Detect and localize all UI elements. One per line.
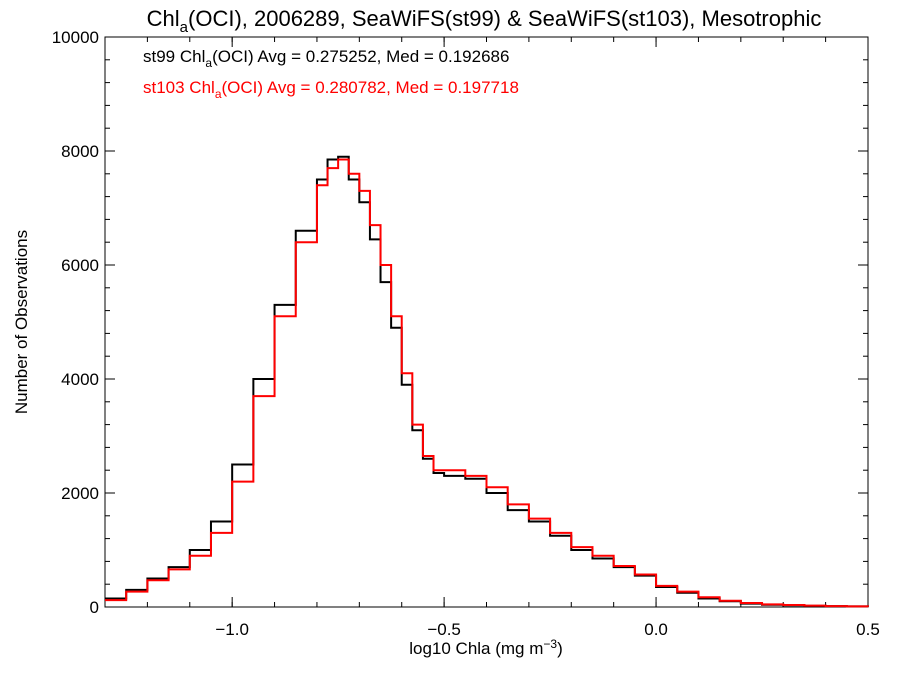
y-tick-label: 2000 <box>61 484 99 503</box>
y-tick-label: 0 <box>90 598 99 617</box>
x-tick-label: 0.5 <box>856 620 880 639</box>
legend-st99: st99 Chla(OCI) Avg = 0.275252, Med = 0.1… <box>143 47 509 70</box>
chart-title: Chla(OCI), 2006289, SeaWiFS(st99) & SeaW… <box>147 6 822 36</box>
x-axis: −1.0 −0.5 0.0 0.5 <box>104 37 880 639</box>
y-axis: 0 2000 4000 6000 8000 10000 <box>52 28 868 617</box>
series-layer <box>105 155 869 608</box>
series-st103 <box>105 158 869 608</box>
y-axis-label: Number of Observations <box>12 230 31 414</box>
x-axis-label: log10 Chla (mg m−3) <box>409 637 563 658</box>
x-tick-label: −0.5 <box>427 620 461 639</box>
x-tick-label: 0.0 <box>644 620 668 639</box>
series-st99 <box>105 155 869 608</box>
y-tick-label: 10000 <box>52 28 99 47</box>
y-tick-label: 8000 <box>61 142 99 161</box>
legend-st103: st103 Chla(OCI) Avg = 0.280782, Med = 0.… <box>143 78 519 101</box>
y-tick-label: 4000 <box>61 370 99 389</box>
y-tick-label: 6000 <box>61 256 99 275</box>
x-tick-label: −1.0 <box>215 620 249 639</box>
